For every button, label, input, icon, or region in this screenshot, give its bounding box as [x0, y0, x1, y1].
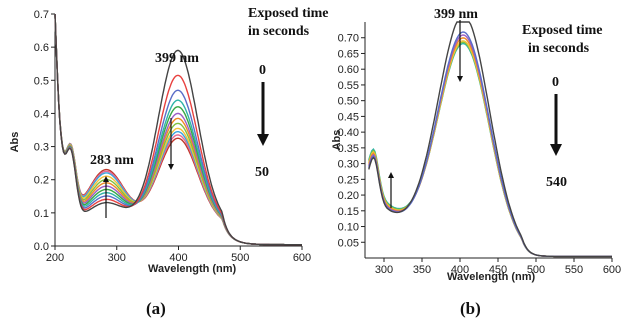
panel-a-legend-title-1: Exposed time: [248, 6, 329, 21]
panel-b-peak-arrowhead: [457, 76, 463, 82]
panel-b-time-end: 540: [546, 175, 567, 190]
y-tick-label: 0.6: [34, 42, 49, 54]
panel-a-time-start: 0: [259, 63, 266, 78]
panel-b-x-label: Wavelength (nm): [447, 271, 536, 283]
panel-b-spectrum-4: [368, 40, 612, 258]
y-tick-label: 0.70: [338, 33, 359, 45]
x-tick-label: 600: [603, 264, 621, 276]
panel-b-peak-label: 399 nm: [434, 7, 478, 22]
panel-b-spectrum-5: [368, 41, 612, 258]
panel-a-label: (a): [146, 299, 166, 318]
y-tick-label: 0.20: [338, 190, 359, 202]
panel-a-y-label: Abs: [9, 132, 21, 153]
panel-b-legend-arrowhead: [550, 144, 562, 156]
y-tick-label: 0.60: [338, 64, 359, 76]
y-tick-label: 0.45: [338, 111, 359, 123]
panel-b-spectrum-1: [368, 31, 612, 258]
y-tick-label: 0.30: [338, 159, 359, 171]
panel-a-peak-label: 399 nm: [155, 51, 199, 66]
y-tick-label: 0.5: [34, 75, 49, 87]
x-tick-label: 600: [293, 252, 311, 264]
panel-a-spectrum-6: [54, 13, 302, 246]
x-tick-label: 300: [108, 252, 126, 264]
y-tick-label: 0.05: [338, 237, 359, 249]
y-tick-label: 0.3: [34, 142, 49, 154]
x-tick-label: 200: [46, 252, 64, 264]
panel-a-x-label: Wavelength (nm): [148, 263, 237, 275]
panel-b-spectrum-0: [368, 21, 612, 258]
y-tick-label: 0.65: [338, 48, 359, 60]
x-tick-label: 400: [169, 252, 187, 264]
x-tick-label: 500: [527, 264, 545, 276]
panel-b-label: (b): [460, 299, 481, 318]
panel-b-iso-arrowhead: [388, 172, 394, 178]
y-tick-label: 0.40: [338, 127, 359, 139]
panel-b-spectrum-2: [368, 34, 612, 258]
panel-a-spectrum-5: [54, 13, 302, 246]
y-tick-label: 0.50: [338, 96, 359, 108]
panel-a-legend-arrowhead: [257, 134, 269, 146]
panel-a-spectrum-8: [54, 13, 302, 246]
x-tick-label: 350: [413, 264, 431, 276]
panel-a-legend-title-2: in seconds: [248, 24, 310, 39]
panel-a-spectrum-10: [54, 13, 302, 246]
panel-a: 0.00.10.20.30.40.50.60.7 200 300 400 500 600…: [9, 6, 329, 318]
panel-a-spectrum-3: [54, 13, 302, 246]
panel-a-iso-label: 283 nm: [90, 153, 134, 168]
panel-a-spectrum-4: [54, 13, 302, 246]
panel-a-iso-arrowhead: [103, 176, 109, 182]
y-tick-label: 0.4: [34, 108, 49, 120]
y-tick-label: 0.25: [338, 174, 359, 186]
x-tick-label: 500: [231, 252, 249, 264]
panel-b: 0.05 0.10 0.15 0.20 0.25 0.30 0.35 0.40 0.45 0.50…: [331, 7, 621, 318]
panel-a-spectrum-1: [54, 13, 302, 246]
y-tick-label: 0.35: [338, 143, 359, 155]
panel-b-time-start: 0: [552, 75, 559, 90]
y-tick-label: 0.0: [34, 241, 49, 253]
panel-a-time-end: 50: [255, 165, 269, 180]
x-tick-label: 550: [565, 264, 583, 276]
x-tick-label: 450: [489, 264, 507, 276]
panel-a-spectrum-0: [54, 13, 302, 246]
panel-a-spectrum-11: [54, 13, 302, 246]
panel-b-y-label: Abs: [331, 130, 343, 151]
panel-b-legend-title-2: in seconds: [528, 41, 590, 56]
panel-b-spectrum-3: [368, 37, 612, 258]
panel-a-spectrum-2: [54, 13, 302, 246]
y-tick-label: 0.15: [338, 206, 359, 218]
y-tick-label: 0.2: [34, 175, 49, 187]
panel-b-spectrum-6: [368, 42, 612, 258]
x-tick-label: 300: [375, 264, 393, 276]
y-tick-label: 0.55: [338, 80, 359, 92]
panel-a-spectrum-7: [54, 13, 302, 246]
y-tick-label: 0.7: [34, 9, 49, 21]
y-tick-label: 0.10: [338, 222, 359, 234]
panel-a-peak-arrowhead: [168, 164, 174, 170]
y-tick-label: 0.1: [34, 208, 49, 220]
x-tick-label: 400: [451, 264, 469, 276]
panel-a-spectrum-9: [54, 13, 302, 246]
panel-b-legend-title-1: Exposed time: [522, 23, 603, 38]
